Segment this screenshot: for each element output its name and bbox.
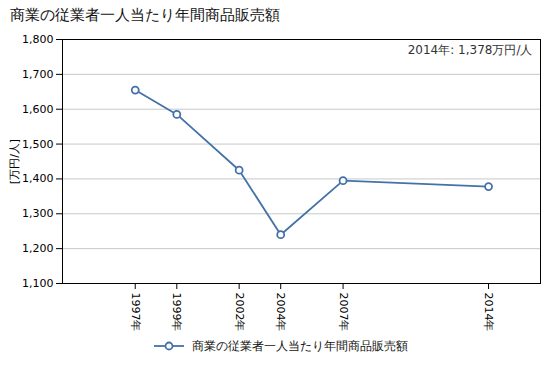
- svg-text:1,500: 1,500: [22, 138, 54, 151]
- svg-text:2002年: 2002年: [233, 293, 246, 332]
- svg-text:1997年: 1997年: [129, 293, 142, 332]
- svg-text:1,200: 1,200: [22, 242, 54, 255]
- svg-text:1,300: 1,300: [22, 207, 54, 220]
- svg-text:1,100: 1,100: [22, 277, 54, 290]
- svg-text:2014年: 2014年: [482, 293, 495, 332]
- svg-text:1999年: 1999年: [170, 293, 183, 332]
- svg-text:2004年: 2004年: [274, 293, 287, 332]
- svg-text:1,700: 1,700: [22, 68, 54, 81]
- html-text:商業の従業者一人当たり年間商品販売額: 商業の従業者一人当たり年間商品販売額: [10, 6, 280, 24]
- svg-text:1,600: 1,600: [22, 103, 54, 116]
- svg-text:2007年: 2007年: [337, 293, 350, 332]
- svg-text:2014年: 1,378万円/人: 2014年: 1,378万円/人: [408, 43, 533, 57]
- svg-text:1,400: 1,400: [22, 172, 54, 185]
- html-text:商業の従業者一人当たり年間商品販売額: 商業の従業者一人当たり年間商品販売額: [192, 338, 408, 353]
- svg-text:1,800: 1,800: [22, 33, 54, 46]
- svg-text:[万円/人]: [万円/人]: [8, 139, 21, 184]
